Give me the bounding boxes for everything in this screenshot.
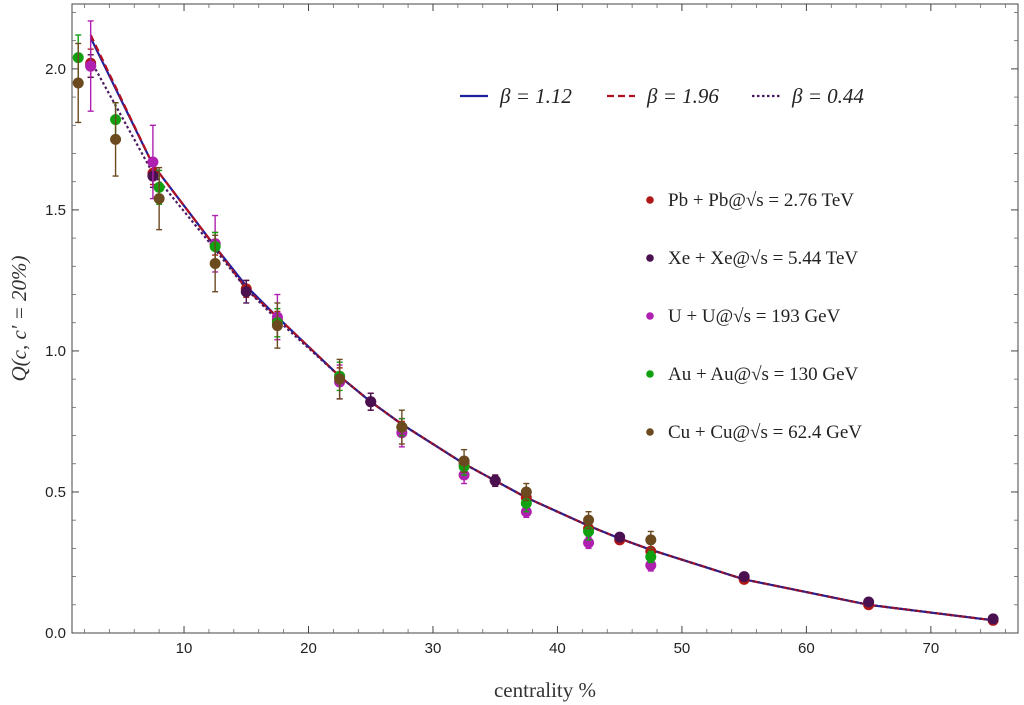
marker <box>489 475 501 487</box>
legend-curve-label: β = 0.44 <box>791 84 864 108</box>
data-point <box>72 42 84 124</box>
x-axis-title: centrality % <box>494 678 596 702</box>
x-tick-label: 30 <box>425 640 442 657</box>
marker <box>458 455 470 467</box>
x-tick-label: 40 <box>549 640 566 657</box>
data-point <box>645 550 657 564</box>
marker <box>209 257 221 269</box>
legend-marker <box>646 370 654 378</box>
legend-marker <box>646 254 654 262</box>
y-tick-label: 2.0 <box>45 61 66 78</box>
data-point <box>209 234 221 293</box>
legend-datasets: Pb + Pb@√s = 2.76 TeV Xe + Xe@√s = 5.44 T… <box>646 190 862 443</box>
marker <box>110 133 122 145</box>
data-point <box>614 531 626 543</box>
marker <box>153 193 165 205</box>
marker <box>863 596 875 608</box>
data-point <box>85 20 97 112</box>
curve-2 <box>89 59 994 622</box>
legend-curves: β = 1.12 β = 1.96 β = 0.44 <box>460 84 864 108</box>
marker <box>520 486 532 498</box>
marker <box>396 421 408 433</box>
x-tick-label: 10 <box>176 640 193 657</box>
legend-dataset-label: Pb + Pb@√s = 2.76 TeV <box>668 190 854 211</box>
marker <box>365 396 377 408</box>
data-points <box>72 20 999 626</box>
legend-marker <box>646 312 654 320</box>
legend-dataset-label: Cu + Cu@√s = 62.4 GeV <box>668 422 862 443</box>
y-axis-title: Q(c, c′ = 20%) <box>7 255 31 381</box>
legend-dataset-label: Xe + Xe@√s = 5.44 TeV <box>668 248 858 269</box>
curve-0 <box>89 37 994 622</box>
data-point <box>153 166 165 231</box>
marker <box>271 320 283 332</box>
legend-curve-label: β = 1.12 <box>499 84 572 108</box>
data-point <box>458 448 470 473</box>
data-point <box>520 482 532 502</box>
plot-border <box>71 3 1019 634</box>
model-curves <box>89 34 994 622</box>
legend-marker <box>646 196 654 204</box>
data-point <box>365 392 377 411</box>
data-point <box>334 358 346 400</box>
x-tick-label: 20 <box>300 640 317 657</box>
marker <box>72 77 84 89</box>
marker <box>334 373 346 385</box>
legend-dataset-label: Au + Au@√s = 130 GeV <box>668 364 859 385</box>
x-tick-label: 50 <box>674 640 691 657</box>
data-point <box>271 302 283 349</box>
marker <box>147 156 159 168</box>
legend-marker <box>646 428 654 436</box>
data-point <box>987 613 999 625</box>
data-point <box>738 571 750 583</box>
y-tick-label: 1.5 <box>45 202 66 219</box>
data-point <box>645 530 657 550</box>
data-point <box>240 279 252 304</box>
data-point <box>396 409 408 445</box>
x-tick-label: 60 <box>798 640 815 657</box>
marker <box>645 551 657 563</box>
data-point <box>489 474 501 488</box>
curve-1 <box>89 34 994 622</box>
legend-dataset-label: U + U@√s = 193 GeV <box>668 306 841 327</box>
marker <box>85 60 97 72</box>
data-point <box>147 124 159 200</box>
data-point <box>863 596 875 608</box>
marker <box>583 514 595 526</box>
data-point <box>110 102 122 177</box>
plot-frame <box>71 3 1019 634</box>
marker <box>645 534 657 546</box>
marker <box>240 286 252 298</box>
axes: 10 20 30 40 50 60 70 0.0 0.5 1.0 1.5 2.0 <box>45 4 1018 657</box>
marker <box>738 571 750 583</box>
y-tick-label: 0.0 <box>45 625 66 642</box>
marker <box>987 613 999 625</box>
legend-curve-label: β = 1.96 <box>646 84 719 108</box>
y-tick-label: 0.5 <box>45 484 66 501</box>
data-point <box>583 511 595 530</box>
marker <box>614 531 626 543</box>
y-tick-label: 1.0 <box>45 343 66 360</box>
x-tick-label: 70 <box>923 640 940 657</box>
